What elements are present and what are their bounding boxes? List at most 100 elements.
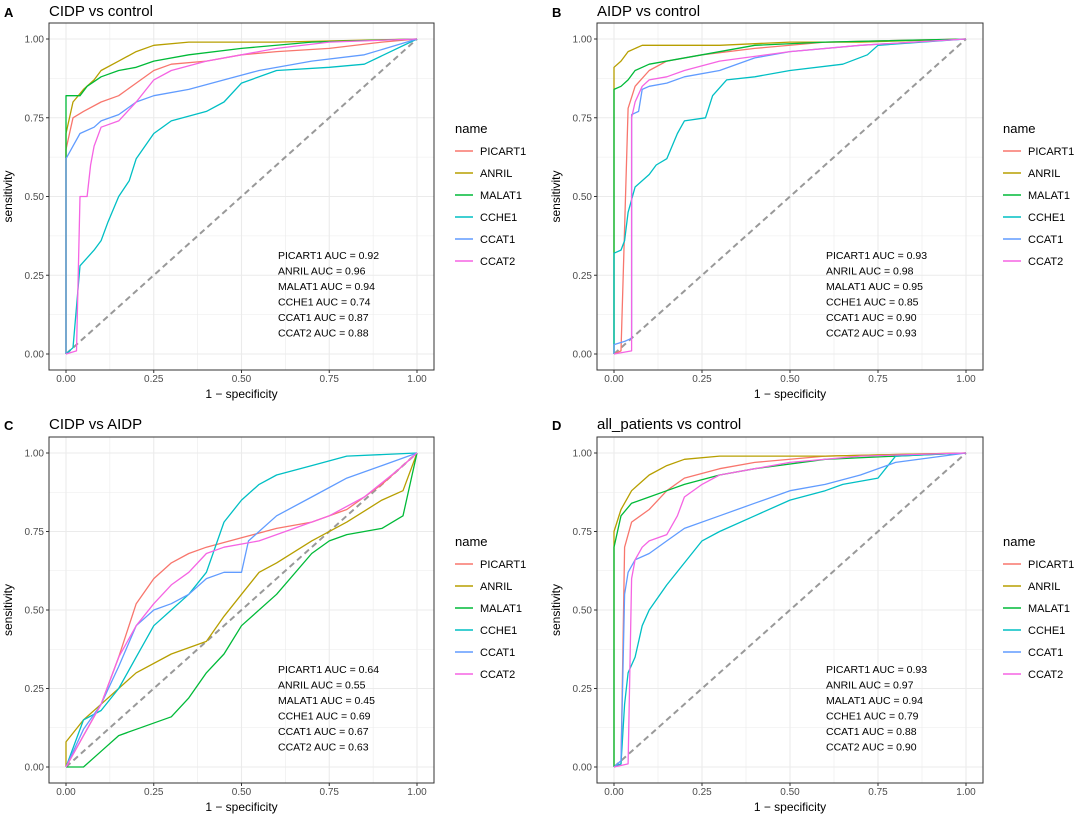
roc-line-anril	[65, 38, 418, 354]
legend-label: ANRIL	[1028, 581, 1060, 593]
auc-annotation: CCHE1 AUC = 0.69	[278, 711, 371, 723]
x-tick-label: 0.00	[604, 787, 624, 798]
legend-label: CCAT1	[1028, 647, 1063, 659]
y-tick-label: 0.00	[573, 763, 593, 774]
auc-annotation: MALAT1 AUC = 0.45	[278, 695, 375, 707]
y-axis-label: sensitivity	[1, 584, 15, 636]
y-tick-label: 0.50	[25, 606, 45, 617]
auc-annotation: CCAT1 AUC = 0.88	[826, 726, 917, 738]
y-tick-label: 0.25	[25, 271, 45, 282]
legend-label: CCAT2	[480, 256, 515, 268]
chart-title: all_patients vs control	[597, 416, 741, 433]
roc-line-malat1	[66, 452, 418, 768]
legend-label: MALAT1	[480, 603, 522, 615]
auc-annotation: ANRIL AUC = 0.96	[278, 266, 366, 278]
roc-line-malat1	[65, 38, 418, 354]
y-tick-label: 0.25	[573, 271, 593, 282]
auc-annotation: ANRIL AUC = 0.98	[826, 266, 914, 278]
y-tick-label: 1.00	[25, 449, 45, 460]
auc-annotation: PICART1 AUC = 0.64	[278, 664, 379, 676]
x-tick-label: 0.25	[144, 374, 164, 385]
y-tick-label: 0.75	[25, 527, 45, 538]
chart-panel-b: 0.00 0.25 0.50 0.75 1.00 0.00 0.25 0.50 0.75 1.00…	[549, 3, 1074, 401]
legend-label: ANRIL	[480, 581, 512, 593]
x-tick-label: 0.75	[868, 374, 888, 385]
y-tick-label: 0.50	[573, 192, 593, 203]
legend-label: PICART1	[480, 559, 526, 571]
legend-label: CCHE1	[1028, 625, 1065, 637]
x-tick-label: 0.50	[780, 374, 800, 385]
chart-title: CIDP vs AIDP	[49, 416, 142, 433]
roc-line-cche1	[65, 38, 418, 355]
legend-title: name	[455, 534, 488, 549]
legend-title: name	[1003, 534, 1036, 549]
y-tick-label: 1.00	[25, 35, 45, 46]
y-axis-label: sensitivity	[1, 170, 15, 222]
roc-line-anril	[613, 452, 967, 767]
auc-annotation: ANRIL AUC = 0.55	[278, 680, 366, 692]
y-tick-label: 1.00	[573, 449, 593, 460]
auc-annotation: CCAT2 AUC = 0.63	[278, 742, 369, 754]
auc-annotation: MALAT1 AUC = 0.95	[826, 281, 923, 293]
panel-label: A	[4, 5, 14, 20]
auc-annotation: PICART1 AUC = 0.93	[826, 250, 927, 262]
y-tick-label: 0.75	[25, 113, 45, 124]
y-tick-label: 1.00	[573, 35, 593, 46]
x-axis-label: 1 − specificity	[754, 387, 826, 401]
x-tick-label: 0.75	[320, 374, 340, 385]
y-tick-label: 0.25	[25, 684, 45, 695]
legend-label: CCAT2	[480, 669, 515, 681]
x-tick-label: 0.75	[868, 787, 888, 798]
y-tick-label: 0.50	[25, 192, 45, 203]
roc-line-malat1	[613, 452, 967, 767]
legend-label: MALAT1	[480, 190, 522, 202]
legend-label: MALAT1	[1028, 603, 1070, 615]
x-tick-label: 1.00	[956, 787, 976, 798]
roc-line-cche1	[613, 38, 967, 354]
x-tick-label: 0.00	[604, 374, 624, 385]
y-tick-label: 0.25	[573, 684, 593, 695]
auc-annotation: CCAT1 AUC = 0.90	[826, 312, 917, 324]
auc-annotation: CCAT1 AUC = 0.87	[278, 312, 369, 324]
legend-label: MALAT1	[1028, 190, 1070, 202]
panel-label: B	[552, 5, 561, 20]
auc-annotation: CCHE1 AUC = 0.74	[278, 297, 371, 309]
y-axis-label: sensitivity	[549, 584, 563, 636]
y-tick-label: 0.75	[573, 527, 593, 538]
y-tick-label: 0.00	[25, 350, 45, 361]
panel-label: C	[4, 418, 14, 433]
roc-line-cche1	[613, 452, 967, 768]
x-axis-label: 1 − specificity	[754, 800, 826, 814]
roc-line-ccat2	[65, 452, 418, 768]
x-tick-label: 0.25	[144, 787, 164, 798]
roc-line-ccat2	[65, 38, 418, 355]
x-tick-label: 0.25	[692, 374, 712, 385]
auc-annotation: CCAT1 AUC = 0.67	[278, 726, 369, 738]
roc-line-ccat1	[613, 452, 967, 768]
x-tick-label: 1.00	[956, 374, 976, 385]
y-tick-label: 0.00	[25, 763, 45, 774]
x-axis-label: 1 − specificity	[205, 387, 277, 401]
auc-annotation: CCAT2 AUC = 0.88	[278, 328, 369, 340]
legend-title: name	[1003, 121, 1036, 136]
chart-title: AIDP vs control	[597, 3, 700, 20]
plot-frame	[596, 22, 984, 371]
legend-label: CCHE1	[1028, 212, 1065, 224]
legend-label: CCHE1	[480, 625, 517, 637]
y-tick-label: 0.75	[573, 113, 593, 124]
auc-annotation: CCAT2 AUC = 0.93	[826, 328, 917, 340]
diagonal-reference-line	[65, 452, 418, 768]
y-axis-label: sensitivity	[549, 170, 563, 222]
x-tick-label: 0.00	[56, 787, 76, 798]
x-tick-label: 0.25	[692, 787, 712, 798]
chart-title: CIDP vs control	[49, 3, 153, 20]
diagonal-reference-line	[613, 38, 967, 355]
x-tick-label: 0.50	[232, 787, 252, 798]
auc-annotation: PICART1 AUC = 0.93	[826, 664, 927, 676]
roc-line-picart1	[613, 38, 967, 355]
x-tick-label: 0.75	[320, 787, 340, 798]
legend-label: PICART1	[1028, 559, 1074, 571]
plot-frame	[596, 436, 984, 784]
legend-label: CCAT2	[1028, 256, 1063, 268]
x-tick-label: 1.00	[407, 374, 427, 385]
